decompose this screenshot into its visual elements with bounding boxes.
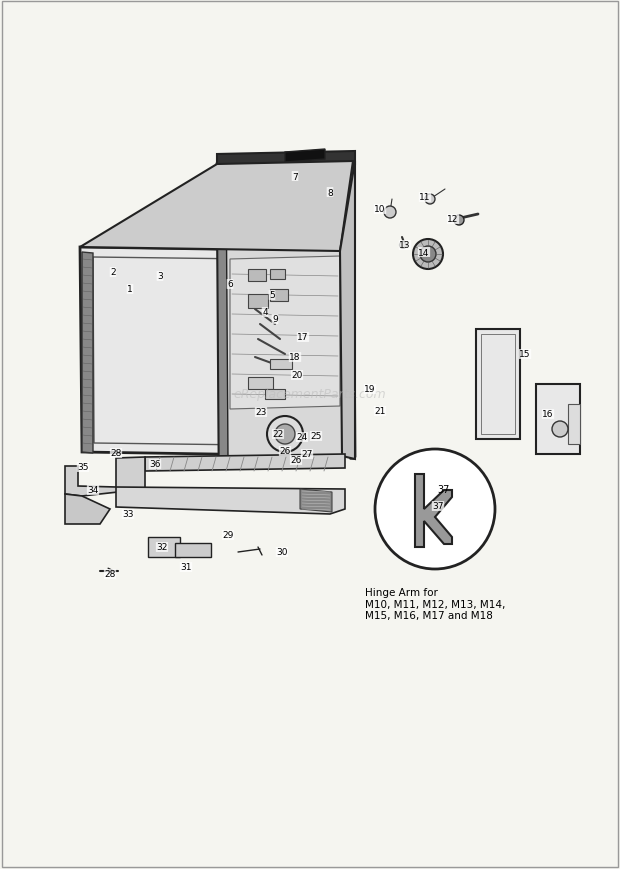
Bar — [248, 269, 266, 282]
Polygon shape — [217, 165, 228, 460]
Text: 36: 36 — [149, 460, 161, 469]
Text: 24: 24 — [296, 433, 308, 442]
Circle shape — [384, 207, 396, 219]
Polygon shape — [65, 457, 145, 496]
Text: 32: 32 — [156, 543, 167, 552]
Text: 34: 34 — [87, 486, 99, 495]
Text: Hinge Arm for
M10, M11, M12, M13, M14,
M15, M16, M17 and M18: Hinge Arm for M10, M11, M12, M13, M14, M… — [365, 587, 505, 620]
Circle shape — [399, 242, 407, 249]
Polygon shape — [217, 152, 355, 168]
Polygon shape — [116, 488, 345, 514]
Text: 26: 26 — [290, 456, 302, 465]
Polygon shape — [80, 248, 342, 456]
Text: 10: 10 — [374, 205, 386, 215]
Text: 37: 37 — [437, 484, 449, 494]
Text: 33: 33 — [122, 510, 134, 519]
Text: 7: 7 — [292, 172, 298, 182]
Text: 4: 4 — [262, 308, 268, 317]
Polygon shape — [568, 405, 580, 444]
Circle shape — [267, 416, 303, 453]
Text: 1: 1 — [127, 285, 133, 295]
Text: 23: 23 — [255, 408, 267, 417]
Polygon shape — [340, 162, 355, 460]
Polygon shape — [80, 162, 353, 252]
Bar — [265, 389, 285, 400]
Text: 37: 37 — [432, 502, 444, 511]
Text: 19: 19 — [365, 385, 376, 394]
Polygon shape — [82, 253, 93, 454]
Bar — [175, 543, 211, 557]
Polygon shape — [300, 489, 332, 513]
Circle shape — [420, 247, 436, 262]
Polygon shape — [348, 162, 355, 460]
Text: 2: 2 — [110, 269, 116, 277]
Text: 30: 30 — [277, 547, 288, 557]
Text: 25: 25 — [311, 432, 322, 441]
Text: 6: 6 — [227, 280, 233, 289]
Text: 20: 20 — [291, 371, 303, 380]
Text: 28: 28 — [110, 449, 122, 458]
Text: 17: 17 — [297, 333, 309, 342]
Bar — [270, 289, 288, 302]
Circle shape — [275, 425, 295, 444]
Bar — [248, 295, 268, 308]
Polygon shape — [217, 162, 355, 460]
Text: 3: 3 — [157, 272, 163, 282]
Text: 5: 5 — [269, 291, 275, 300]
Text: 28: 28 — [104, 570, 116, 579]
Text: 14: 14 — [418, 249, 430, 257]
Circle shape — [413, 240, 443, 269]
Polygon shape — [65, 494, 110, 524]
Text: 21: 21 — [374, 407, 386, 416]
Bar — [270, 269, 285, 280]
Polygon shape — [230, 256, 340, 409]
Text: 9: 9 — [272, 315, 278, 324]
Text: 8: 8 — [327, 189, 333, 197]
Polygon shape — [285, 149, 325, 163]
Text: 35: 35 — [78, 463, 89, 472]
Polygon shape — [145, 454, 345, 472]
Bar — [148, 537, 180, 557]
Circle shape — [375, 449, 495, 569]
Circle shape — [552, 421, 568, 437]
Text: 22: 22 — [272, 430, 283, 439]
Text: 11: 11 — [419, 193, 431, 202]
Text: 26: 26 — [280, 447, 291, 456]
Circle shape — [425, 195, 435, 205]
Polygon shape — [415, 474, 452, 547]
Bar — [270, 360, 292, 369]
Text: 15: 15 — [520, 350, 531, 359]
Polygon shape — [476, 329, 520, 440]
Text: 12: 12 — [447, 216, 459, 224]
Bar — [248, 377, 273, 389]
Text: eReplacementParts.com: eReplacementParts.com — [234, 388, 386, 401]
Text: 29: 29 — [223, 531, 234, 540]
Text: 27: 27 — [301, 450, 312, 459]
Text: 31: 31 — [180, 563, 192, 572]
Circle shape — [454, 216, 464, 226]
Text: 13: 13 — [399, 242, 411, 250]
Text: 16: 16 — [542, 410, 554, 419]
Polygon shape — [536, 385, 580, 454]
Text: 18: 18 — [290, 353, 301, 362]
